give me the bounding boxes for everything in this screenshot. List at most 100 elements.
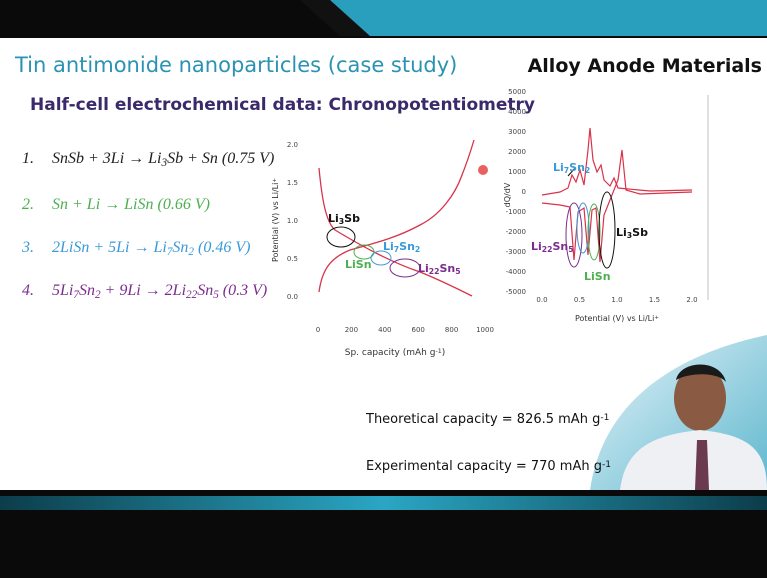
supscript: -1 (602, 460, 611, 470)
y-tick-label: -5000 (506, 288, 526, 296)
y-tick-label: 2000 (508, 148, 526, 156)
presenter-video (590, 335, 767, 490)
text-run: Li (616, 226, 627, 239)
text-run: LiSn (584, 270, 611, 283)
x-tick-label: 2.0 (686, 296, 697, 304)
equation-number: 2. (22, 196, 34, 213)
subscript: 2 (415, 245, 420, 254)
y-tick-label: 4000 (508, 108, 526, 116)
text-run: (0.3 V) (219, 282, 267, 299)
text-run: Sn (552, 240, 568, 253)
y-tick-label: 0 (522, 188, 526, 196)
y-tick-label: 5000 (508, 88, 526, 96)
annotation: Li7Sn2 (383, 240, 420, 254)
equation-number: 3. (21, 239, 34, 256)
text-run: Sb + Sn (0.75 V) (167, 150, 274, 167)
pointer-dot (478, 165, 488, 175)
text-run: Sn (197, 282, 213, 299)
y-tick-label: -3000 (506, 248, 526, 256)
y-tick-label: 1000 (508, 168, 526, 176)
text-run: Sn (399, 240, 415, 253)
supscript: + (272, 178, 278, 183)
text-run: 2LiSn + 5Li → Li (52, 239, 167, 256)
text-run: Sb (344, 212, 360, 225)
x-tick-label: 0 (316, 326, 320, 334)
subscript: 22 (186, 289, 198, 301)
equation: 2LiSn + 5Li → Li7Sn2 (0.46 V) (52, 239, 250, 258)
supscript: -1 (600, 413, 609, 423)
x-tick-label: 1.5 (649, 296, 660, 304)
x-axis-label: Sp. capacity (mAh g-1) (345, 348, 446, 358)
capacity: Theoretical capacity = 826.5 mAh g-1 (365, 412, 609, 427)
subscript: 5 (455, 267, 460, 276)
text-run: Li (383, 240, 394, 253)
equation: Sn + Li → LiSn (0.66 V) (52, 196, 210, 213)
x-tick-label: 0.5 (574, 296, 585, 304)
top-swoosh (330, 0, 767, 36)
text-run: Sn (79, 282, 95, 299)
text-run: Li (328, 212, 339, 225)
y-tick-label: 0.5 (287, 255, 298, 263)
x-tick-label: 1.0 (611, 296, 622, 304)
equation: 5Li7Sn2 + 9Li → 2Li22Sn5 (0.3 V) (52, 282, 267, 301)
presenter-tie (695, 440, 709, 490)
text-run: Sn (172, 239, 188, 256)
text-run: Potential (V) vs Li/Li (271, 183, 280, 262)
y-tick-label: 2.0 (287, 141, 298, 149)
y-tick-label: 0.0 (287, 293, 298, 301)
annotation: Li7Sn2 (553, 161, 590, 175)
y-tick-label: 1.5 (287, 179, 298, 187)
plot2: 500040003000200010000-1000-2000-3000-400… (503, 88, 708, 323)
y-tick-label: -4000 (506, 268, 526, 276)
text-run: Sp. capacity (mAh g (345, 348, 436, 358)
text-run: Li (531, 240, 542, 253)
subscript: 22 (542, 245, 553, 254)
text-run: Sn (439, 262, 455, 275)
ellipse (577, 203, 589, 253)
annotation: Li22Sn5 (531, 240, 574, 254)
ellipse (599, 192, 615, 268)
text-run: Experimental capacity = 770 mAh g (366, 459, 602, 474)
annotation: LiSn (345, 258, 372, 271)
annotation: Li22Sn5 (418, 262, 461, 276)
topic: Alloy Anode Materials (528, 55, 762, 77)
subscript: 2 (585, 166, 590, 175)
text-run: Li (418, 262, 429, 275)
subscript: 22 (429, 267, 440, 276)
text-run: Li (553, 161, 564, 174)
page: Tin antimonide nanoparticles (case study… (0, 0, 767, 578)
supscript: + (654, 315, 659, 321)
text-run: Theoretical capacity = 826.5 mAh g (365, 412, 600, 427)
equation: SnSb + 3Li → Li3Sb + Sn (0.75 V) (52, 150, 274, 169)
x-tick-label: 0.0 (536, 296, 547, 304)
subscript: 5 (568, 245, 573, 254)
x-tick-label: 800 (445, 326, 458, 334)
bottom-stripe (0, 496, 767, 510)
oxidation-curve (542, 128, 692, 195)
y-tick-label: -1000 (506, 208, 526, 216)
capacities: Theoretical capacity = 826.5 mAh g-1Expe… (365, 412, 611, 474)
text-run: LiSn (345, 258, 372, 271)
x-axis-label: Potential (V) vs Li/Li+ (575, 314, 659, 323)
text-run: dQ/dV (503, 182, 512, 207)
x-tick-label: 1000 (476, 326, 494, 334)
equation-number: 1. (22, 150, 34, 167)
text-run: (0.46 V) (194, 239, 250, 256)
equations: 1. SnSb + 3Li → Li3Sb + Sn (0.75 V) 2. Sn +… (21, 150, 274, 301)
text-run: ) (442, 348, 446, 358)
text-run: Potential (V) vs Li/Li (575, 314, 654, 323)
x-tick-label: 200 (345, 326, 358, 334)
annotation: LiSn (584, 270, 611, 283)
annotation: Li3Sb (616, 226, 648, 240)
y-tick-label: 1.0 (287, 217, 298, 225)
y-axis-label: dQ/dV (503, 182, 512, 207)
text-run: Sn (569, 161, 585, 174)
x-tick-label: 600 (412, 326, 425, 334)
annotation: Li3Sb (328, 212, 360, 226)
y-tick-label: 3000 (508, 128, 526, 136)
text-run: SnSb + 3Li → Li (52, 150, 161, 167)
text-run: 5Li (52, 282, 73, 299)
y-axis-label: Potential (V) vs Li/Li+ (271, 178, 280, 262)
text-run: Sb (632, 226, 648, 239)
